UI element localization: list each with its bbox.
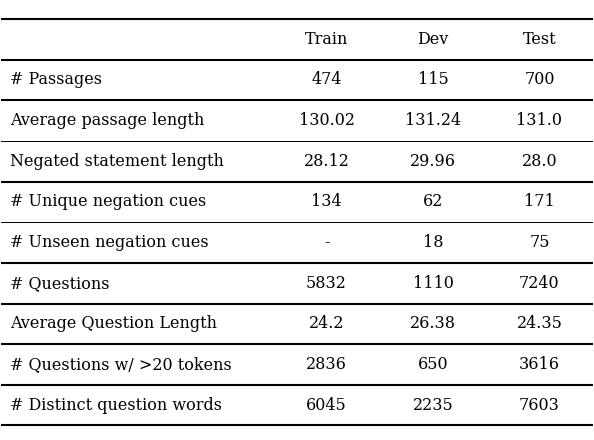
Text: # Passages: # Passages	[10, 71, 102, 88]
Text: -: -	[324, 234, 329, 251]
Text: 29.96: 29.96	[410, 153, 456, 170]
Text: 5832: 5832	[306, 275, 347, 292]
Text: 24.2: 24.2	[309, 315, 345, 332]
Text: 650: 650	[418, 356, 448, 373]
Text: 62: 62	[423, 193, 443, 210]
Text: 2836: 2836	[306, 356, 347, 373]
Text: Dev: Dev	[418, 31, 448, 48]
Text: 130.02: 130.02	[299, 112, 355, 129]
Text: Average passage length: Average passage length	[10, 112, 204, 129]
Text: 2235: 2235	[413, 397, 453, 414]
Text: 171: 171	[524, 193, 555, 210]
Text: 131.0: 131.0	[516, 112, 563, 129]
Text: 7603: 7603	[519, 397, 560, 414]
Text: 134: 134	[311, 193, 342, 210]
Text: 18: 18	[423, 234, 443, 251]
Text: 28.12: 28.12	[304, 153, 349, 170]
Text: # Distinct question words: # Distinct question words	[10, 397, 222, 414]
Text: # Unique negation cues: # Unique negation cues	[10, 193, 207, 210]
Text: 474: 474	[311, 71, 342, 88]
Text: Negated statement length: Negated statement length	[10, 153, 224, 170]
Text: 3616: 3616	[519, 356, 560, 373]
Text: 700: 700	[524, 71, 555, 88]
Text: Test: Test	[523, 31, 556, 48]
Text: # Questions: # Questions	[10, 275, 110, 292]
Text: 6045: 6045	[306, 397, 347, 414]
Text: Average Question Length: Average Question Length	[10, 315, 217, 332]
Text: Train: Train	[305, 31, 348, 48]
Text: 7240: 7240	[519, 275, 560, 292]
Text: 75: 75	[529, 234, 549, 251]
Text: # Questions w/ >20 tokens: # Questions w/ >20 tokens	[10, 356, 232, 373]
Text: 131.24: 131.24	[405, 112, 461, 129]
Text: 28.0: 28.0	[522, 153, 557, 170]
Text: # Unseen negation cues: # Unseen negation cues	[10, 234, 209, 251]
Text: 26.38: 26.38	[410, 315, 456, 332]
Text: 1110: 1110	[413, 275, 453, 292]
Text: 24.35: 24.35	[516, 315, 563, 332]
Text: 115: 115	[418, 71, 448, 88]
